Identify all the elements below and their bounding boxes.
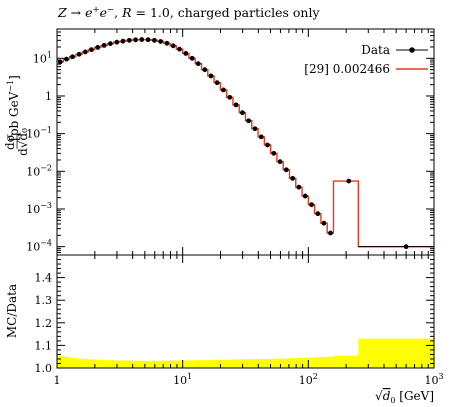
data-point (277, 159, 283, 165)
data-point (89, 47, 94, 53)
data-point (227, 94, 233, 100)
y-tick-label: 10−3 (26, 201, 52, 216)
data-point (152, 37, 157, 43)
y-tick-label: 10−1 (26, 126, 52, 141)
data-point (177, 46, 182, 52)
mc-step-line (57, 38, 434, 248)
legend-label-mc: [29] 0.002466 (304, 62, 390, 76)
data-point (265, 142, 270, 148)
data-point (202, 67, 208, 73)
data-point (95, 44, 101, 50)
y-axis-title-numerator: dσ (3, 134, 17, 150)
data-point (120, 38, 126, 44)
ratio-y-tick-label: 1.0 (35, 362, 53, 375)
data-point (302, 193, 308, 199)
data-point (309, 202, 314, 208)
data-point (164, 40, 170, 46)
data-point (290, 175, 296, 181)
x-axis-title: √d0 [GeV] (375, 389, 434, 405)
data-point (183, 51, 189, 56)
y-tick-label: 10−2 (26, 163, 52, 178)
data-point (252, 126, 258, 132)
y-tick-label: 101 (33, 50, 52, 65)
data-point (82, 49, 88, 55)
ratio-y-tick-label: 1.2 (35, 317, 53, 330)
chart-title: Z → e+e−, R = 1.0, charged particles onl… (57, 5, 320, 20)
y-tick-label: 10−4 (26, 239, 52, 254)
data-point (170, 43, 176, 49)
data-point (139, 37, 145, 42)
data-point (70, 54, 75, 60)
data-point (296, 184, 302, 190)
main-x-ticks (56, 29, 429, 255)
y-axis-title: dσ d√d₀ [pb GeV−1] (3, 75, 30, 156)
data-point (114, 39, 120, 45)
data-point (57, 59, 63, 65)
data-point (214, 80, 220, 86)
data-point (403, 244, 409, 250)
data-point (283, 167, 289, 173)
legend-marker-data-dot (409, 47, 415, 53)
data-point (76, 51, 82, 57)
data-point (189, 55, 195, 61)
data-point (64, 56, 69, 62)
y-axis-title-denominator: d√d₀ (16, 128, 30, 156)
data-point (240, 110, 245, 116)
y-axis-title-unit: [pb GeV−1] (6, 75, 21, 141)
data-points (57, 37, 434, 250)
x-tick-labels: 1 101 102 103 (54, 372, 444, 387)
data-point (328, 230, 333, 236)
data-point (258, 134, 264, 140)
ratio-frame (56, 254, 435, 369)
data-point (208, 73, 214, 79)
ratio-y-tick-label: 1.3 (35, 294, 53, 307)
legend-label-data: Data (361, 43, 390, 57)
data-point (346, 178, 352, 184)
data-point (233, 102, 239, 108)
data-point (315, 211, 321, 217)
ratio-y-ticks (57, 254, 434, 369)
data-point (321, 220, 327, 226)
ratio-y-tick-labels: 1.0 1.1 1.2 1.3 1.4 (35, 272, 53, 375)
ratio-y-axis-title: MC/Data (5, 284, 19, 338)
data-point (246, 118, 252, 124)
data-point (126, 37, 132, 43)
legend: Data [29] 0.002466 (304, 43, 428, 76)
data-point (195, 61, 201, 67)
data-point (158, 39, 164, 44)
ratio-panel: 1.0 1.1 1.2 1.3 1.4 1 101 102 103 MC/Data √d0 [… (5, 254, 444, 405)
x-tick-label: 1 (54, 374, 61, 387)
x-tick-label: 101 (173, 372, 192, 387)
data-point (107, 41, 113, 47)
data-point (145, 37, 151, 43)
ratio-y-tick-label: 1.4 (35, 272, 53, 285)
y-tick-label: 1 (45, 90, 52, 103)
data-point (221, 87, 226, 93)
x-tick-label: 102 (299, 372, 318, 387)
data-point (101, 43, 107, 48)
data-point (271, 150, 277, 156)
ratio-y-tick-label: 1.1 (35, 339, 53, 352)
main-y-tick-labels: 101 1 10−1 10−2 10−3 10−4 (26, 50, 52, 253)
ratio-x-ticks (56, 255, 435, 368)
x-tick-label: 103 (424, 372, 443, 387)
data-point (133, 37, 138, 43)
ratio-uncertainty-band (57, 338, 434, 368)
